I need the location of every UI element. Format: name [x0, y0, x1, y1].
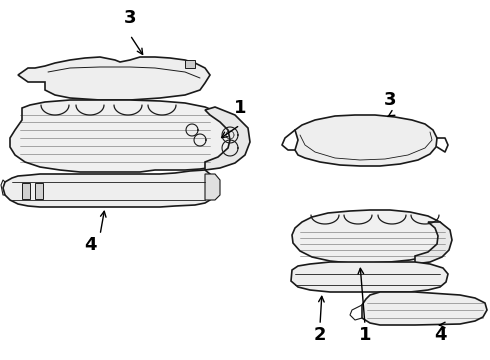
Polygon shape: [205, 174, 220, 200]
Polygon shape: [185, 60, 195, 68]
Polygon shape: [291, 262, 448, 292]
Text: 4: 4: [434, 326, 446, 344]
Polygon shape: [295, 115, 437, 166]
Polygon shape: [362, 292, 487, 325]
Text: 4: 4: [84, 236, 96, 254]
Polygon shape: [10, 100, 248, 172]
Polygon shape: [35, 183, 43, 199]
Text: 1: 1: [234, 99, 246, 117]
Polygon shape: [292, 210, 448, 263]
Text: 1: 1: [359, 326, 371, 344]
Polygon shape: [205, 107, 250, 170]
Polygon shape: [415, 222, 452, 264]
Text: 3: 3: [124, 9, 136, 27]
Text: 3: 3: [384, 91, 396, 109]
Polygon shape: [18, 57, 210, 100]
Polygon shape: [22, 183, 30, 199]
Polygon shape: [3, 170, 218, 207]
Text: 2: 2: [314, 326, 326, 344]
